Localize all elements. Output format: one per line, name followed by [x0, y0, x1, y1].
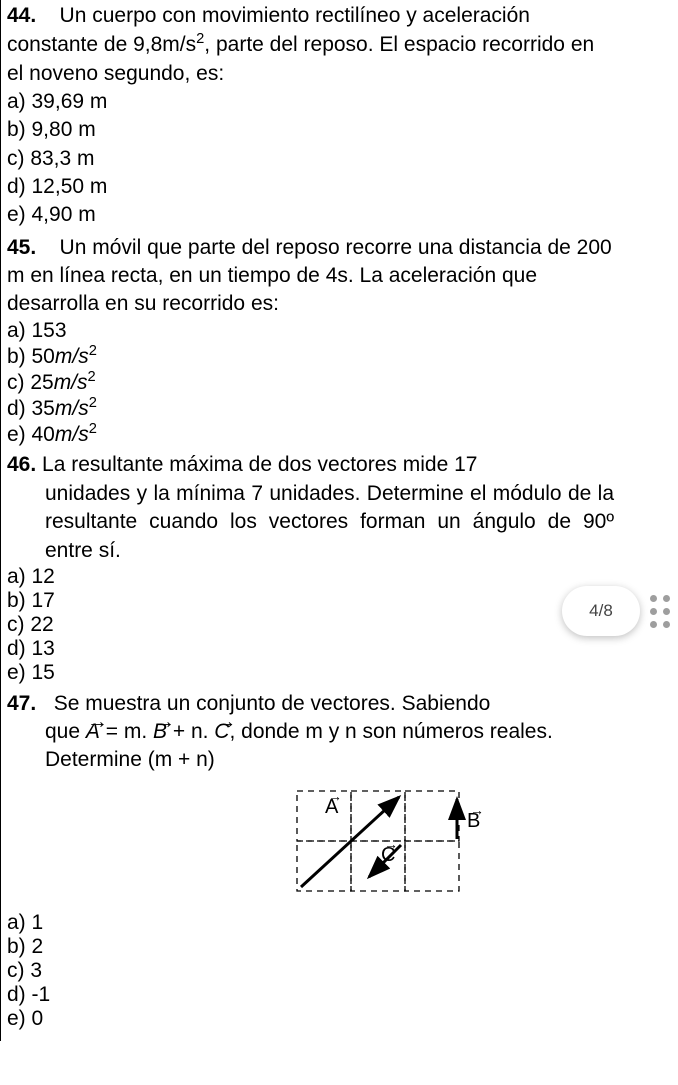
q45-opt-a: a) 153: [7, 319, 614, 343]
q46-opt-b: b) 17: [7, 589, 614, 613]
svg-text:→: →: [384, 836, 398, 852]
q45-opt-b: b) 50m/s2: [7, 343, 614, 369]
svg-text:→: →: [328, 788, 342, 804]
q46-opt-a: a) 12: [7, 565, 614, 589]
q45-opt-c: c) 25m/s2: [7, 369, 614, 395]
q44-opt-b: b) 9,80 m: [7, 116, 614, 144]
q47-opt-d: d) -1: [7, 983, 614, 1007]
q44-number: 44.: [7, 4, 36, 27]
q47-options: a) 1 b) 2 c) 3 d) -1 e) 0: [7, 911, 614, 1032]
q46-line1: La resultante máxima de dos vectores mid…: [42, 453, 477, 476]
q47-opt-e: e) 0: [7, 1007, 614, 1031]
q46-opt-e: e) 15: [7, 661, 614, 685]
question-47: 47. Se muestra un conjunto de vectores. …: [7, 690, 614, 1032]
q47-number: 47.: [7, 692, 36, 715]
q47-mn: (m + n): [148, 748, 215, 771]
question-46: 46. La resultante máxima de dos vectores…: [7, 451, 614, 685]
q47-opt-b: b) 2: [7, 935, 614, 959]
vectors-svg: A → B → C →: [267, 785, 497, 900]
q47-line1: Se muestra un conjunto de vectores. Sabi…: [54, 692, 491, 715]
q47-p2a: que: [45, 720, 86, 743]
q46-options: a) 12 b) 17 c) 22 d) 13 e) 15: [7, 565, 614, 686]
q44-stem: 44. Un cuerpo con movimiento rectilíneo …: [7, 2, 614, 88]
page-indicator-text: 4/8: [589, 601, 613, 621]
kebab-dots-icon[interactable]: [650, 595, 678, 629]
q45-options: a) 153 b) 50m/s2 c) 25m/s2 d) 35m/s2 e) …: [7, 319, 614, 448]
q45-text: Un móvil que parte del reposo recorre un…: [7, 236, 612, 316]
q47-diagram: A → B → C →: [267, 785, 614, 905]
q44-opt-c: c) 83,3 m: [7, 145, 614, 173]
svg-text:→: →: [470, 802, 484, 818]
q44-opt-e: e) 4,90 m: [7, 201, 614, 229]
q45-opt-e: e) 40m/s2: [7, 421, 614, 447]
q45-opt-d: d) 35m/s2: [7, 395, 614, 421]
q46-opt-d: d) 13: [7, 637, 614, 661]
page-indicator-badge[interactable]: 4/8: [562, 586, 640, 636]
q46-stem: 46. La resultante máxima de dos vectores…: [7, 451, 614, 564]
q44-opt-a: a) 39,69 m: [7, 88, 614, 116]
q47-stem: 47. Se muestra un conjunto de vectores. …: [7, 690, 614, 775]
q45-number: 45.: [7, 236, 36, 259]
q47-formula: →A = m. →B + n. →C: [86, 720, 230, 743]
q46-opt-c: c) 22: [7, 613, 614, 637]
question-45: 45. Un móvil que parte del reposo recorr…: [7, 234, 614, 448]
q45-stem: 45. Un móvil que parte del reposo recorr…: [7, 234, 614, 319]
q46-number: 46.: [7, 453, 36, 476]
question-44: 44. Un cuerpo con movimiento rectilíneo …: [7, 2, 614, 230]
q46-rest: unidades y la mínima 7 unidades. Determi…: [45, 482, 614, 562]
q47-opt-c: c) 3: [7, 959, 614, 983]
q44-accel: 9,8m/s: [133, 33, 196, 56]
q47-opt-a: a) 1: [7, 911, 614, 935]
q44-opt-d: d) 12,50 m: [7, 173, 614, 201]
q44-options: a) 39,69 m b) 9,80 m c) 83,3 m d) 12,50 …: [7, 88, 614, 230]
